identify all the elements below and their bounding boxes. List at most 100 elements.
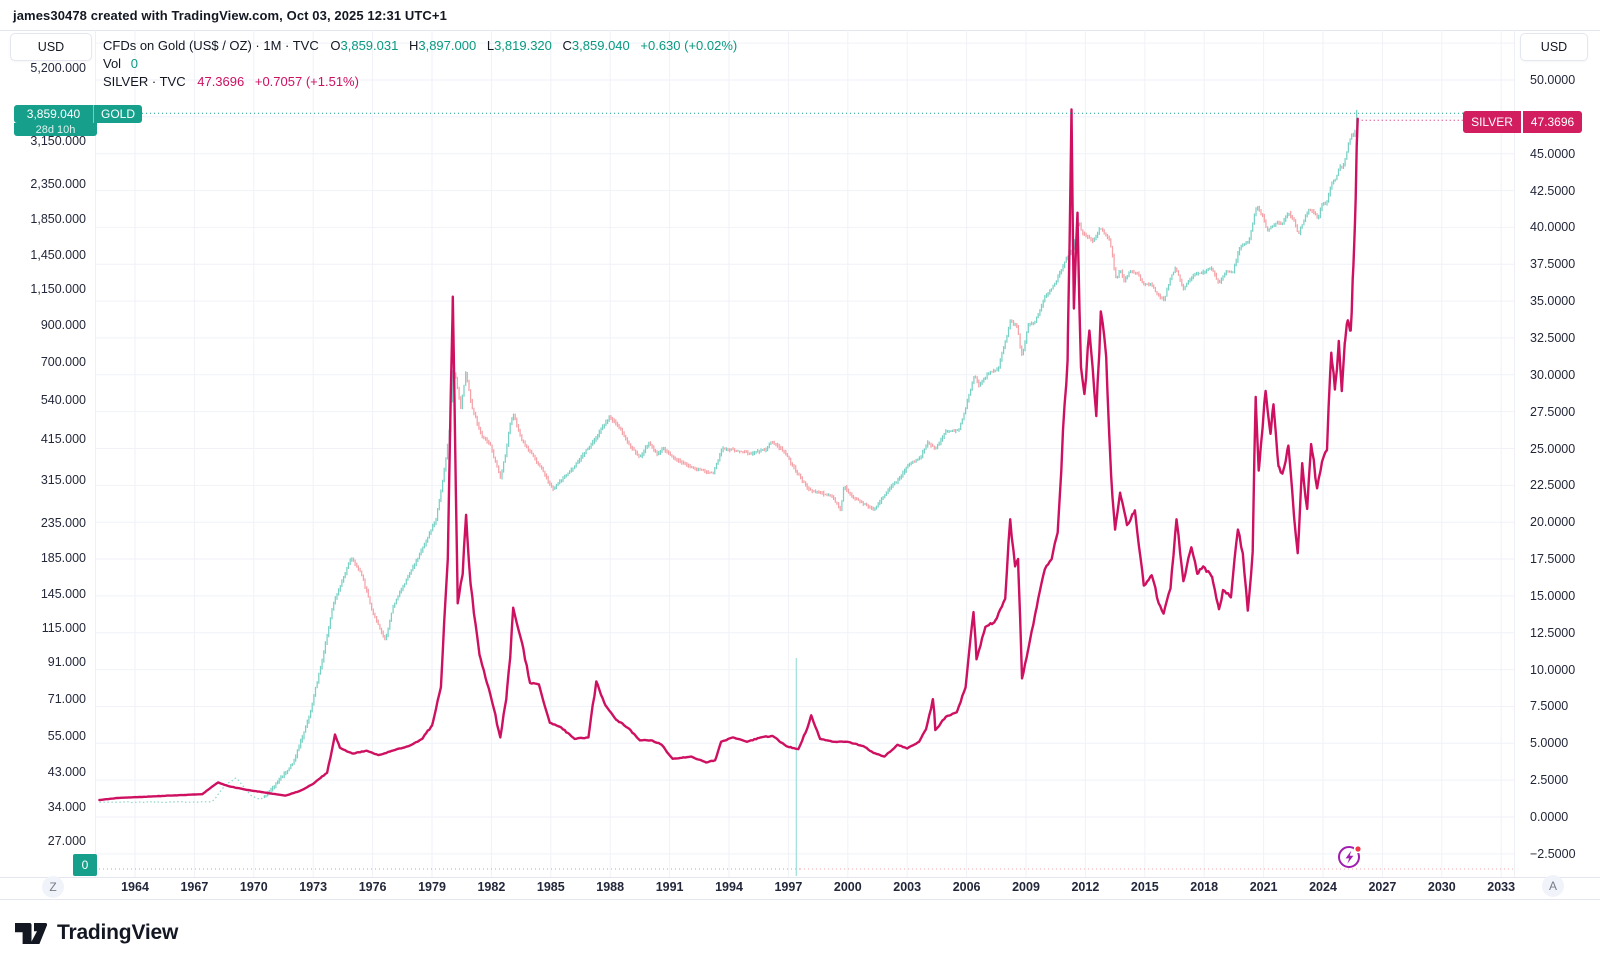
close-value: 3,859.040 [571, 38, 630, 53]
time-axis-tick: 2015 [1130, 880, 1159, 894]
gold-series-title: CFDs on Gold (US$ / OZ) · 1M · TVC [103, 38, 319, 53]
legend-gold-row[interactable]: CFDs on Gold (US$ / OZ) · 1M · TVC O 3,85… [103, 37, 737, 54]
right-axis-tick: 17.5000 [1530, 552, 1576, 567]
attribution-text: james30478 created with TradingView.com,… [13, 8, 447, 23]
left-axis-tick: 415.000 [40, 432, 86, 447]
silver-price-value: 47.3696 [1521, 110, 1582, 133]
time-axis-tick: 2018 [1190, 880, 1219, 894]
time-axis-tick: 2009 [1012, 880, 1040, 894]
tradingview-logo-icon [15, 922, 48, 944]
right-axis-tick: 27.5000 [1530, 404, 1576, 419]
right-axis-tick: 22.5000 [1530, 478, 1576, 493]
right-axis-tick: 12.5000 [1530, 625, 1576, 640]
left-axis-tick: 34.000 [47, 799, 86, 814]
time-axis-tick: 2027 [1368, 880, 1397, 894]
right-axis-tick: 35.0000 [1530, 294, 1576, 309]
left-scale-border [95, 30, 96, 877]
right-axis-tick: 7.5000 [1530, 699, 1569, 714]
time-axis-tick: 1964 [121, 880, 149, 894]
open-key: O [330, 38, 341, 53]
gold-change: +0.630 (+0.02%) [640, 38, 738, 53]
gold-candles-down [352, 132, 1355, 641]
low-key: L [486, 38, 495, 53]
legend-silver-row[interactable]: SILVER · TVC 47.3696 +0.7057 (+1.51%) [103, 73, 737, 90]
time-axis-tick: 1994 [715, 880, 743, 894]
right-currency-label: USD [1540, 40, 1568, 54]
volume-label: Vol [103, 56, 122, 71]
left-axis-tick: 115.000 [41, 620, 86, 635]
gold-candles-up [263, 109, 1358, 799]
gold-bar-countdown: 28d 10h [14, 123, 97, 137]
right-axis-tick: 40.0000 [1530, 220, 1576, 235]
notification-dot-icon [1353, 844, 1363, 854]
right-axis-tick: 10.0000 [1530, 662, 1576, 677]
right-axis-tick: 25.0000 [1530, 441, 1576, 456]
time-axis-tick: 1979 [418, 880, 446, 894]
time-axis-tick: 2003 [893, 880, 922, 894]
auto-scale-button[interactable]: A [1542, 875, 1564, 897]
high-key: H [408, 38, 419, 53]
grid-lines [95, 30, 1514, 877]
low-value: 3,819.320 [494, 38, 552, 53]
gold-price-value: 3,859.040 [26, 107, 81, 122]
right-axis-tick: 2.5000 [1530, 773, 1569, 788]
left-axis-tick: 315.000 [40, 472, 86, 487]
gold-symbol-label: GOLD [92, 105, 142, 124]
left-axis-tick: 27.000 [47, 833, 86, 848]
legend-volume-row[interactable]: Vol 0 [103, 55, 737, 72]
silver-symbol-label: SILVER [1471, 114, 1513, 129]
time-axis-tick: 1973 [299, 880, 328, 894]
silver-change: +0.7057 (+1.51%) [254, 74, 359, 89]
timezone-button[interactable]: Z [42, 876, 64, 898]
right-price-axis[interactable]: 50.0000 45.0000 42.5000 40.0000 37.5000 35.00… [1522, 0, 1600, 877]
silver-value: 47.3696 [197, 74, 245, 89]
right-scale-currency-button[interactable]: USD [1520, 33, 1588, 61]
time-axis-tick: 1970 [239, 880, 268, 894]
left-axis-tick: 71.000 [47, 691, 86, 706]
panel-bottom-border [0, 899, 1600, 900]
tradingview-logo[interactable]: TradingView [14, 921, 178, 945]
right-axis-tick: 32.5000 [1530, 330, 1576, 345]
time-axis-tick: 2033 [1487, 880, 1516, 894]
right-axis-tick: 42.5000 [1530, 183, 1576, 198]
silver-line [98, 108, 1359, 802]
time-axis-separator [0, 877, 1600, 878]
left-axis-tick: 185.000 [40, 550, 86, 565]
left-axis-tick: 1,450.000 [30, 248, 86, 263]
left-axis-tick: 1,150.000 [30, 282, 86, 297]
high-value: 3,897.000 [418, 38, 477, 53]
tradingview-logo-text: TradingView [57, 921, 179, 944]
close-key: C [562, 38, 572, 53]
time-axis-tick: 1985 [536, 880, 565, 894]
left-scale-currency-button[interactable]: USD [10, 33, 92, 61]
left-axis-tick: 91.000 [47, 655, 86, 670]
volume-zero-badge: 0 [73, 854, 97, 876]
right-axis-tick: 45.0000 [1530, 146, 1576, 161]
time-axis-tick: 2021 [1249, 880, 1278, 894]
left-axis-tick: 55.000 [47, 729, 86, 744]
gold-early-dotted-line [99, 777, 264, 804]
left-axis-tick: 1,850.000 [30, 212, 86, 227]
lightning-icon [1345, 850, 1354, 864]
right-scale-border [1514, 30, 1515, 877]
right-axis-tick: 30.0000 [1530, 367, 1576, 382]
left-price-axis[interactable]: 5,200.000 3,150.000 2,350.000 1,850.000 1,45… [0, 0, 94, 877]
panel-top-border [0, 30, 1600, 31]
time-axis-tick: 1988 [596, 880, 625, 894]
flash-reactions-button[interactable] [1336, 843, 1364, 871]
time-axis-tick: 1967 [180, 880, 209, 894]
right-axis-tick: 15.0000 [1530, 588, 1576, 603]
right-axis-tick: 20.0000 [1530, 515, 1576, 530]
time-axis-tick: 1982 [477, 880, 506, 894]
left-axis-tick: 540.000 [40, 393, 86, 408]
time-axis[interactable]: 1964 1967 1970 1973 1976 1979 1982 1985 1988 1991… [0, 880, 1600, 898]
left-axis-tick: 3,150.000 [30, 134, 86, 149]
time-axis-tick: 2000 [833, 880, 862, 894]
gold-price-badge: 3,859.040 GOLD [14, 105, 142, 124]
right-axis-tick: 5.0000 [1530, 736, 1569, 751]
time-axis-tick: 2030 [1427, 880, 1456, 894]
time-axis-tick: 1997 [774, 880, 803, 894]
left-axis-tick: 5,200.000 [30, 60, 86, 75]
left-axis-tick: 145.000 [40, 586, 86, 601]
